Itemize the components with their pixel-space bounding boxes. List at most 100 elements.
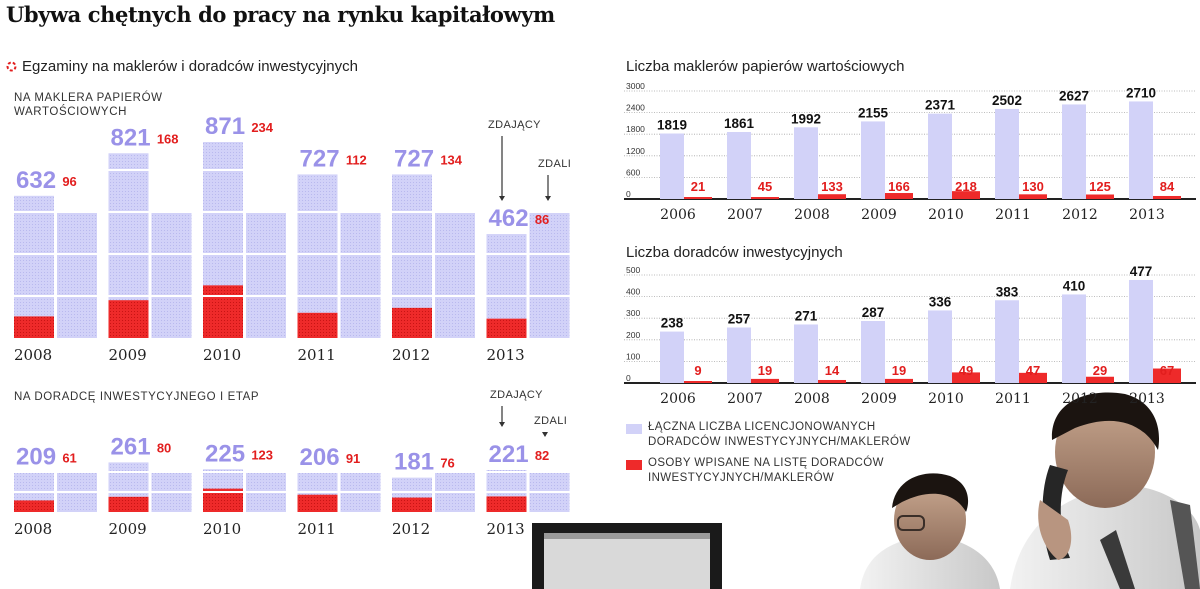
y-tick-label: 100 [626, 351, 640, 361]
exam-series-label: ZDAJĄCY [488, 119, 541, 131]
exam-total-label: 209 [16, 443, 56, 470]
y-tick-label: 1800 [626, 124, 645, 134]
exam-year-label: 2012 [392, 520, 430, 538]
exam-year-label: 2011 [298, 346, 336, 364]
listed-bar [751, 197, 779, 199]
total-bar [1129, 279, 1153, 383]
total-value-label: 257 [728, 311, 751, 326]
exam-ref-bar [57, 213, 97, 338]
listed-bar [1153, 195, 1181, 199]
legend-listed-label: OSOBY WPISANE NA LISTĘ DORADCÓW INWESTYC… [648, 457, 884, 484]
year-label: 2012 [1062, 207, 1098, 223]
listed-bar [1086, 194, 1114, 199]
exam-ref-bar [151, 213, 192, 338]
listed-value-label: 45 [758, 179, 772, 194]
exam-passed-label: 61 [62, 450, 76, 465]
total-bar [995, 300, 1019, 383]
exam-total-label: 181 [394, 449, 434, 476]
advisors-count-chart: 500 400 300 200 100 0 238 9 2006 257 19 2007 271 14 20… [624, 264, 1196, 407]
page-title: Ubywa chętnych do pracy na rynku kapitał… [6, 2, 555, 27]
total-bar [928, 113, 952, 199]
total-bar [1062, 104, 1086, 199]
y-tick-label: 400 [626, 287, 640, 297]
total-value-label: 2710 [1126, 85, 1156, 100]
total-value-label: 2627 [1059, 88, 1089, 103]
exam-passed-label: 112 [346, 152, 367, 167]
exam-year-label: 2013 [487, 520, 525, 538]
listed-value-label: 218 [955, 179, 977, 194]
listed-bar [1019, 194, 1047, 199]
legend-listed-swatch [626, 460, 642, 470]
y-tick-label: 0 [626, 373, 631, 383]
exam-total-label: 727 [394, 145, 434, 172]
exam-passed-bar [297, 312, 338, 338]
y-tick-label: 200 [626, 330, 640, 340]
advisor-exam-chart: 209 61 2008 261 80 2009 225 123 2010 206 91 2011 181… [14, 433, 570, 538]
exam-ref-bar [340, 213, 381, 338]
total-bar [1129, 101, 1153, 199]
exam-total-label: 206 [300, 444, 340, 471]
total-value-label: 2155 [858, 105, 889, 120]
year-label: 2013 [1129, 207, 1165, 223]
exam-passed-bar [297, 494, 338, 512]
legend-total-label: ŁĄCZNA LICZBA LICENCJONOWANYCH DORADCÓW … [648, 421, 911, 448]
exam-passed-bar [108, 300, 149, 338]
legend-total-swatch [626, 424, 642, 434]
exam-total-label: 221 [489, 441, 529, 468]
exam-total-label: 727 [300, 145, 340, 172]
exam-passed-bar [203, 488, 243, 512]
arrow-head [499, 196, 505, 201]
exam-passed-label: 80 [157, 440, 171, 455]
year-label: 2010 [928, 207, 964, 223]
listed-bar [818, 379, 846, 383]
year-label: 2007 [727, 207, 763, 223]
y-tick-label: 2400 [626, 103, 645, 113]
exam-ref-bar [529, 213, 570, 338]
exam-passed-bar [203, 285, 243, 338]
year-label: 2010 [928, 391, 964, 407]
listed-bar [1153, 368, 1181, 383]
listed-value-label: 47 [1026, 363, 1040, 378]
exam-passed-bar [392, 307, 432, 338]
year-label: 2006 [660, 391, 696, 407]
listed-bar [818, 194, 846, 199]
total-bar [861, 121, 885, 199]
listed-value-label: 133 [821, 179, 843, 194]
listed-value-label: 67 [1160, 363, 1174, 378]
exam-total-bar [297, 174, 338, 338]
exam-series-label: ZDAJĄCY [490, 389, 543, 401]
arrow-head [542, 432, 548, 437]
office-workers-photo [532, 392, 1200, 589]
exam-year-label: 2008 [14, 520, 52, 538]
total-bar [861, 321, 885, 383]
year-label: 2013 [1129, 391, 1165, 407]
total-bar [995, 108, 1019, 199]
listed-bar [1086, 376, 1114, 383]
exam-total-bar [14, 195, 54, 338]
exam-series-label: ZDALI [534, 415, 567, 427]
broker-exam-subtitle: NA MAKLERA PAPIERÓW WARTOŚCIOWYCH [14, 92, 163, 118]
listed-bar [952, 191, 980, 199]
year-label: 2008 [794, 207, 830, 223]
exam-passed-label: 96 [62, 174, 76, 189]
total-value-label: 238 [661, 316, 684, 331]
exam-total-label: 632 [16, 167, 56, 194]
exam-series-label: ZDALI [538, 158, 571, 170]
arrow-head [545, 196, 551, 201]
exam-year-label: 2013 [487, 346, 525, 364]
listed-value-label: 84 [1160, 179, 1175, 194]
exam-total-label: 871 [205, 113, 245, 140]
total-bar [794, 127, 818, 199]
year-label: 2009 [861, 391, 897, 407]
total-bar [1062, 294, 1086, 383]
exam-year-label: 2008 [14, 346, 52, 364]
brokers-chart-title: Liczba maklerów papierów wartościowych [626, 58, 905, 75]
exam-passed-label: 123 [251, 447, 273, 462]
y-tick-label: 3000 [626, 81, 645, 91]
bullet-icon [6, 61, 17, 72]
year-label: 2009 [861, 207, 897, 223]
y-tick-label: 500 [626, 265, 640, 275]
listed-value-label: 166 [888, 179, 910, 194]
year-label: 2012 [1062, 391, 1098, 407]
